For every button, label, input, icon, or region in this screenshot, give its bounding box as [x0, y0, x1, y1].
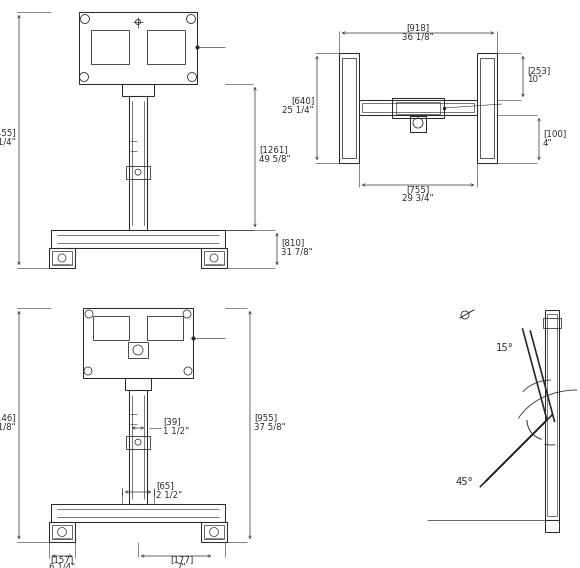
Text: 57 1/4": 57 1/4" [0, 137, 16, 147]
Bar [339, 53, 359, 163]
Bar [545, 310, 559, 520]
Bar [93, 316, 129, 340]
Text: 25 1/4": 25 1/4" [282, 106, 314, 115]
Text: [39]: [39] [163, 417, 180, 427]
Bar [547, 314, 557, 516]
Bar [129, 96, 147, 230]
Text: 49 5/8": 49 5/8" [259, 154, 291, 164]
Text: [955]: [955] [254, 414, 277, 423]
Text: 1 1/2": 1 1/2" [163, 427, 189, 436]
Bar [396, 102, 440, 114]
Bar [342, 58, 356, 158]
Bar [83, 308, 193, 378]
Bar [147, 316, 183, 340]
Bar [477, 53, 497, 163]
Text: 36 1/8": 36 1/8" [402, 32, 434, 41]
Text: 2 1/2": 2 1/2" [156, 491, 182, 499]
Bar [126, 166, 150, 179]
Bar [52, 525, 72, 539]
Text: 15°: 15° [495, 343, 513, 353]
Text: [810]: [810] [281, 239, 304, 248]
Bar [122, 84, 154, 96]
Text: [1146]: [1146] [0, 414, 16, 423]
Bar [79, 12, 197, 84]
Bar [49, 522, 75, 542]
Bar [51, 504, 225, 522]
Bar [51, 230, 225, 248]
Bar [125, 378, 151, 390]
Bar [52, 251, 72, 265]
Bar [128, 342, 148, 358]
Text: 4": 4" [543, 139, 553, 148]
Bar [201, 522, 227, 542]
Bar [545, 520, 559, 532]
Bar [392, 98, 444, 118]
Text: [157]: [157] [50, 556, 74, 565]
Text: [65]: [65] [156, 482, 174, 491]
Text: [640]: [640] [291, 97, 314, 106]
Text: 37 5/8": 37 5/8" [254, 423, 286, 432]
Bar [126, 436, 150, 449]
Text: [100]: [100] [543, 130, 566, 139]
Bar [359, 100, 477, 115]
Bar [201, 248, 227, 268]
Text: [1261]: [1261] [259, 145, 288, 154]
Text: [253]: [253] [527, 66, 550, 75]
Bar [147, 30, 185, 64]
Bar [543, 318, 561, 328]
Bar [129, 390, 147, 504]
Bar [362, 103, 474, 112]
Text: 29 3/4": 29 3/4" [402, 194, 434, 203]
Text: 10": 10" [527, 75, 542, 84]
Bar [410, 116, 426, 132]
Text: [1455]: [1455] [0, 128, 16, 137]
Text: [755]: [755] [407, 186, 430, 194]
Bar [480, 58, 494, 158]
Text: [177]: [177] [170, 556, 193, 565]
Bar [204, 251, 224, 265]
Text: [918]: [918] [407, 23, 430, 32]
Bar [91, 30, 129, 64]
Text: 6 1/4": 6 1/4" [49, 562, 75, 568]
Text: 45°: 45° [456, 477, 474, 487]
Text: 7": 7" [177, 562, 186, 568]
Text: 45 1/8": 45 1/8" [0, 423, 16, 432]
Bar [204, 525, 224, 539]
Text: 31 7/8": 31 7/8" [281, 248, 313, 257]
Bar [49, 248, 75, 268]
